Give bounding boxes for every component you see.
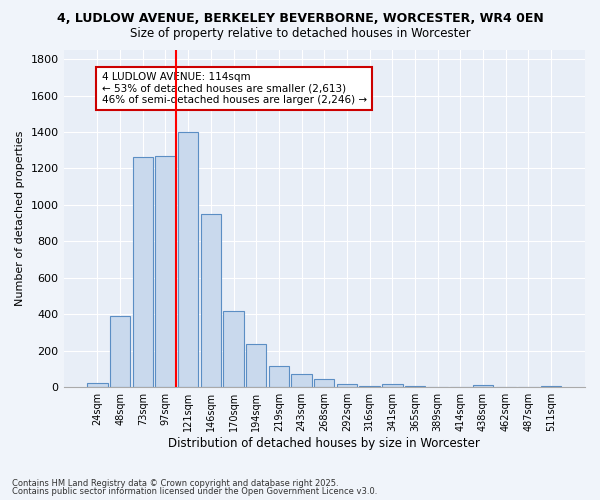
Bar [541,386,561,387]
Bar [87,382,107,387]
Bar [133,156,153,387]
Bar [314,379,334,387]
Y-axis label: Number of detached properties: Number of detached properties [15,131,25,306]
Bar [405,386,425,387]
Bar [246,344,266,387]
Bar [292,374,312,387]
Bar [359,386,380,387]
Text: 4 LUDLOW AVENUE: 114sqm
← 53% of detached houses are smaller (2,613)
46% of semi: 4 LUDLOW AVENUE: 114sqm ← 53% of detache… [101,72,367,105]
Bar [473,386,493,387]
Bar [382,384,403,387]
Bar [269,366,289,387]
Text: 4, LUDLOW AVENUE, BERKELEY BEVERBORNE, WORCESTER, WR4 0EN: 4, LUDLOW AVENUE, BERKELEY BEVERBORNE, W… [56,12,544,26]
Bar [155,156,176,387]
X-axis label: Distribution of detached houses by size in Worcester: Distribution of detached houses by size … [169,437,480,450]
Bar [200,214,221,387]
Text: Size of property relative to detached houses in Worcester: Size of property relative to detached ho… [130,28,470,40]
Bar [178,132,199,387]
Bar [337,384,357,387]
Text: Contains public sector information licensed under the Open Government Licence v3: Contains public sector information licen… [12,487,377,496]
Bar [110,316,130,387]
Bar [223,310,244,387]
Text: Contains HM Land Registry data © Crown copyright and database right 2025.: Contains HM Land Registry data © Crown c… [12,478,338,488]
